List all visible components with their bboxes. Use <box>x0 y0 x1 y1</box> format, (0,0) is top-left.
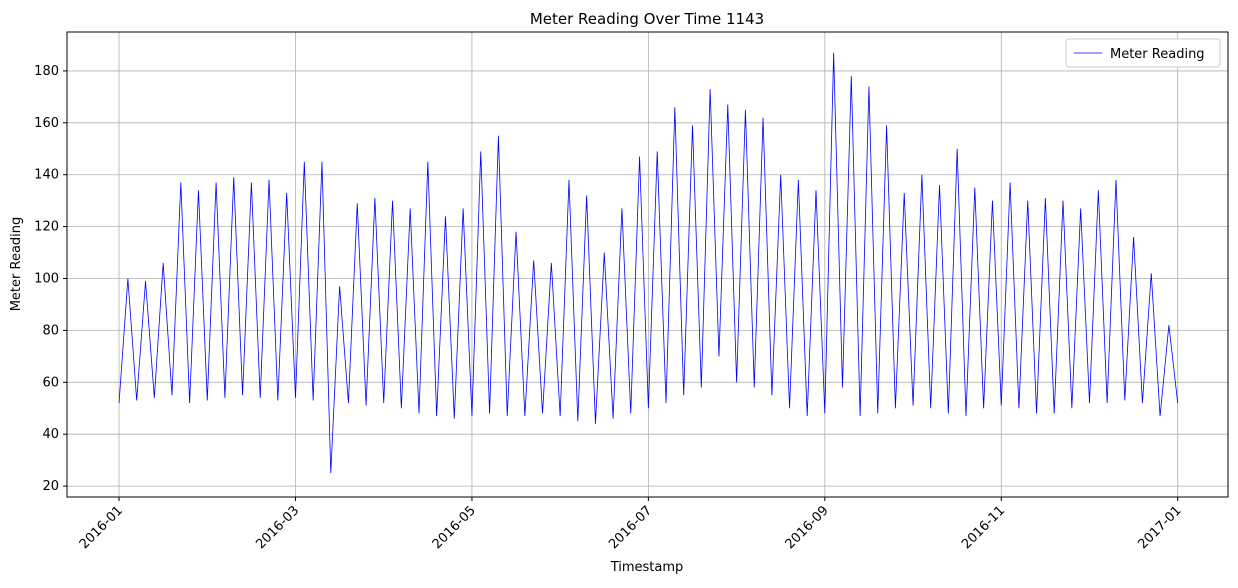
legend-box <box>1065 38 1221 68</box>
y-tick-label: 120 <box>34 220 59 235</box>
y-tick-label: 160 <box>34 116 59 131</box>
x-tick-label: 2016-01 <box>77 503 126 552</box>
y-tick-label: 100 <box>34 272 59 287</box>
y-tick-label: 180 <box>34 64 59 79</box>
x-tick-label: 2017-01 <box>1136 503 1185 552</box>
y-tick-label: 20 <box>42 479 59 494</box>
x-tick-label: 2016-09 <box>783 503 832 552</box>
legend-label: Meter Reading <box>1110 47 1205 62</box>
y-axis-label: Meter Reading <box>9 217 24 312</box>
x-axis-label: Timestamp <box>610 560 684 575</box>
y-tick-label: 140 <box>34 168 59 183</box>
x-tick-label: 2016-05 <box>430 503 479 552</box>
x-tick-label: 2016-03 <box>253 503 302 552</box>
data-line <box>118 52 1179 474</box>
y-tick-label: 40 <box>42 427 59 442</box>
plot-frame <box>66 31 1229 498</box>
x-tick-label: 2016-07 <box>606 503 655 552</box>
x-tick-label: 2016-11 <box>959 503 1008 552</box>
y-tick-label: 60 <box>42 375 59 390</box>
y-tick-label: 80 <box>42 323 59 338</box>
legend: Meter Reading <box>1065 38 1221 68</box>
chart-title: Meter Reading Over Time 1143 <box>530 10 764 28</box>
